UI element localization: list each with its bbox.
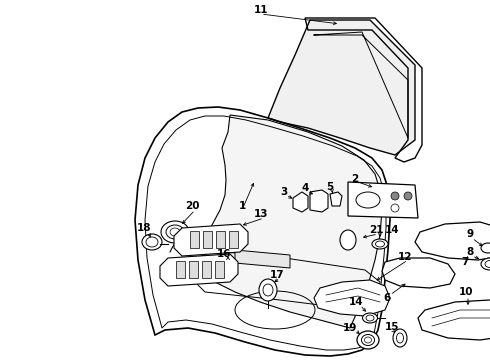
Text: 11: 11 xyxy=(254,5,268,15)
Text: 2: 2 xyxy=(351,174,359,184)
Text: 1: 1 xyxy=(238,201,245,211)
Polygon shape xyxy=(382,258,455,288)
Polygon shape xyxy=(160,254,238,286)
Text: 10: 10 xyxy=(459,287,473,297)
Polygon shape xyxy=(418,300,490,340)
Text: 16: 16 xyxy=(217,249,231,259)
Polygon shape xyxy=(348,182,418,218)
Text: 9: 9 xyxy=(466,229,473,239)
Polygon shape xyxy=(415,222,490,260)
Polygon shape xyxy=(190,231,199,248)
Polygon shape xyxy=(293,192,308,212)
Polygon shape xyxy=(229,231,238,248)
Ellipse shape xyxy=(142,234,162,250)
Text: 17: 17 xyxy=(270,270,284,280)
Text: 8: 8 xyxy=(466,247,474,257)
Ellipse shape xyxy=(259,279,277,301)
Polygon shape xyxy=(176,261,185,278)
Ellipse shape xyxy=(404,192,412,200)
Polygon shape xyxy=(310,190,328,212)
Text: 3: 3 xyxy=(280,187,288,197)
Ellipse shape xyxy=(393,329,407,347)
Ellipse shape xyxy=(372,239,388,249)
Ellipse shape xyxy=(340,230,356,250)
Polygon shape xyxy=(189,261,198,278)
Text: 6: 6 xyxy=(383,293,391,303)
Polygon shape xyxy=(202,115,382,328)
Text: 19: 19 xyxy=(343,323,357,333)
Polygon shape xyxy=(235,250,290,268)
Text: 18: 18 xyxy=(137,223,151,233)
Ellipse shape xyxy=(391,192,399,200)
Text: 13: 13 xyxy=(254,209,268,219)
Text: 5: 5 xyxy=(326,182,334,192)
Ellipse shape xyxy=(357,331,379,349)
Ellipse shape xyxy=(161,221,189,243)
Polygon shape xyxy=(203,231,212,248)
Text: 4: 4 xyxy=(301,183,309,193)
Text: 15: 15 xyxy=(385,322,399,332)
Polygon shape xyxy=(215,261,224,278)
Ellipse shape xyxy=(363,313,377,323)
Text: 21: 21 xyxy=(369,225,383,235)
Ellipse shape xyxy=(481,258,490,270)
Text: 7: 7 xyxy=(461,257,469,267)
Text: 12: 12 xyxy=(398,252,412,262)
Polygon shape xyxy=(216,231,225,248)
Text: 14: 14 xyxy=(349,297,363,307)
Polygon shape xyxy=(174,224,248,256)
Polygon shape xyxy=(202,261,211,278)
Polygon shape xyxy=(314,280,390,316)
Ellipse shape xyxy=(481,243,490,253)
Polygon shape xyxy=(268,20,415,155)
Text: 14: 14 xyxy=(385,225,399,235)
Polygon shape xyxy=(330,192,342,206)
Text: 20: 20 xyxy=(185,201,199,211)
